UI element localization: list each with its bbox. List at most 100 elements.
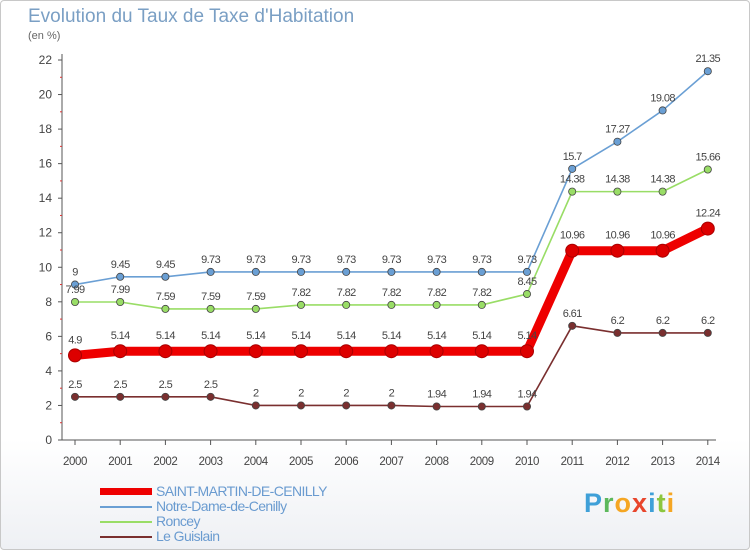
series-le-guislain	[71, 321, 712, 411]
logo-letter: t	[656, 488, 667, 518]
data-point	[384, 344, 399, 359]
data-label: 10.96	[560, 230, 585, 242]
legend-label-le-guislain: Le Guislain	[156, 528, 220, 544]
data-label: 5.14	[427, 330, 446, 342]
data-point	[294, 344, 308, 359]
x-tick-label: 2008	[425, 456, 449, 468]
data-label: 9.45	[156, 259, 175, 271]
data-point	[658, 328, 667, 337]
data-point	[116, 272, 125, 281]
legend-swatch-saint-martin	[100, 488, 152, 495]
data-point	[161, 304, 170, 313]
data-point	[296, 267, 305, 276]
data-point	[613, 137, 622, 146]
legend-item-roncey: Roncey	[100, 513, 420, 529]
data-label: 5.14	[291, 330, 310, 342]
data-label: 6.61	[563, 308, 582, 320]
data-label: 7.82	[472, 287, 491, 299]
data-label: 6.2	[611, 315, 625, 327]
data-point	[342, 267, 351, 276]
data-point	[613, 328, 622, 337]
data-label: 9.45	[111, 259, 130, 271]
data-point	[158, 344, 173, 359]
data-label: 9.73	[201, 254, 220, 266]
data-label: 9.73	[246, 254, 265, 266]
data-label: 2	[343, 387, 349, 399]
legend-label-roncey: Roncey	[156, 513, 200, 529]
data-label: 10.96	[605, 230, 630, 242]
data-point	[387, 401, 396, 410]
data-point	[296, 401, 305, 410]
data-point	[248, 344, 263, 359]
data-point	[613, 187, 622, 196]
data-point	[432, 402, 441, 411]
data-point	[520, 344, 534, 359]
data-point	[116, 392, 125, 401]
data-label: 2.5	[204, 379, 218, 391]
data-label: 9.73	[382, 254, 401, 266]
data-point	[71, 392, 80, 401]
data-point	[432, 300, 441, 309]
data-point	[342, 300, 351, 309]
data-label: 1.94	[472, 388, 491, 400]
data-point	[523, 267, 532, 276]
data-label: 6.2	[701, 315, 715, 327]
data-point	[116, 297, 125, 306]
data-point	[703, 328, 712, 337]
data-label: 7.82	[382, 287, 401, 299]
data-label: 10.96	[650, 230, 675, 242]
x-tick-label: 2004	[244, 456, 269, 468]
data-label: 14.38	[560, 174, 585, 186]
logo-letter: i	[666, 488, 676, 518]
data-label: 5.14	[382, 330, 401, 342]
x-tick-label: 2013	[651, 456, 675, 468]
data-point	[206, 392, 215, 401]
data-point	[477, 267, 486, 276]
series-saint-martin-de-cenilly	[68, 221, 715, 363]
data-point	[203, 344, 218, 359]
x-tick-label: 2009	[470, 456, 494, 468]
data-point	[339, 344, 354, 359]
data-label: 7.99	[65, 284, 84, 296]
data-label: 9.73	[427, 254, 446, 266]
x-tick-label: 2005	[289, 456, 313, 468]
data-label: 5.14	[337, 330, 356, 342]
x-tick-label: 2014	[696, 456, 721, 468]
data-label: 9.73	[291, 254, 310, 266]
legend-item-le-guislain: Le Guislain	[100, 528, 420, 544]
proxiti-logo: Proxiti	[584, 488, 675, 519]
data-label: 15.7	[563, 151, 582, 163]
data-point	[251, 267, 260, 276]
data-point	[523, 402, 532, 411]
x-tick-label: 2002	[153, 456, 177, 468]
data-point	[387, 300, 396, 309]
data-point	[703, 67, 712, 76]
x-tick-label: 2007	[379, 456, 403, 468]
data-point	[161, 392, 170, 401]
data-point	[474, 344, 489, 359]
data-label: 5.14	[472, 330, 491, 342]
y-tick-label: 16	[39, 157, 53, 171]
x-tick-label: 2001	[108, 456, 132, 468]
chart-title: Evolution du Taux de Taxe d'Habitation	[28, 6, 355, 27]
logo-letter: P	[584, 488, 604, 518]
legend-swatch-notre-dame	[100, 506, 152, 508]
legend-label-saint-martin: SAINT-MARTIN-DE-CENILLY	[156, 483, 327, 499]
logo-letter: x	[632, 488, 649, 518]
data-label: 7.59	[246, 291, 265, 303]
data-label: 21.35	[696, 53, 721, 65]
data-point	[523, 290, 532, 299]
x-tick-label: 2012	[605, 456, 629, 468]
data-label: 7.59	[201, 291, 220, 303]
data-label: 7.82	[291, 287, 310, 299]
data-point	[71, 297, 80, 306]
data-label: 2	[253, 387, 259, 399]
legend-swatch-roncey	[100, 521, 152, 523]
data-label: 7.82	[337, 287, 356, 299]
data-point	[700, 221, 715, 236]
logo-letter: r	[603, 488, 615, 518]
y-tick-label: 0	[45, 433, 52, 447]
data-point	[658, 187, 667, 196]
data-label: 9.73	[337, 254, 356, 266]
